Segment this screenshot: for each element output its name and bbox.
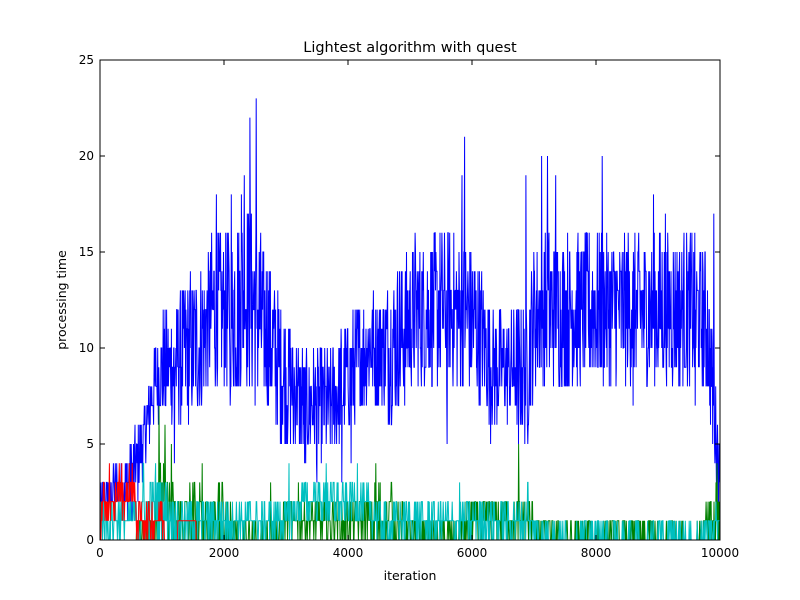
y-tick-label: 20 bbox=[79, 149, 94, 163]
y-tick-label: 0 bbox=[86, 533, 94, 547]
x-tick-label: 6000 bbox=[457, 546, 488, 560]
y-tick-label: 5 bbox=[86, 437, 94, 451]
y-tick-label: 15 bbox=[79, 245, 94, 259]
series-line-0 bbox=[100, 98, 721, 521]
x-axis-label: iteration bbox=[384, 568, 437, 583]
x-tick-label: 2000 bbox=[209, 546, 240, 560]
x-tick-label: 4000 bbox=[333, 546, 364, 560]
chart-title: Lightest algorithm with quest bbox=[303, 40, 517, 56]
x-tick-label: 0 bbox=[96, 546, 104, 560]
plot-frame bbox=[99, 59, 721, 541]
x-tick-label: 8000 bbox=[581, 546, 612, 560]
y-axis-label: processing time bbox=[54, 250, 69, 350]
x-tick-label: 10000 bbox=[701, 546, 739, 560]
tick-layer: 0 2000 4000 6000 8000 10000 0 5 10 15 20 25 bbox=[79, 53, 739, 560]
y-tick-label: 25 bbox=[79, 53, 94, 67]
y-tick-label: 10 bbox=[79, 341, 94, 355]
